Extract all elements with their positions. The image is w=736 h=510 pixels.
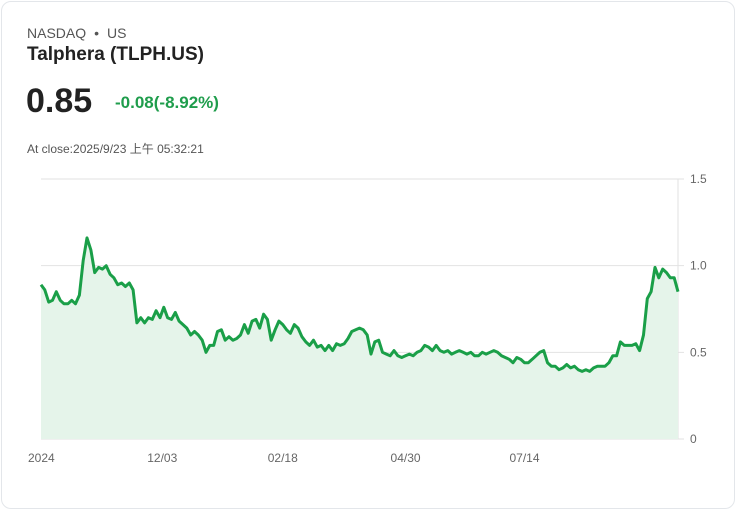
separator: •	[94, 25, 100, 41]
stock-title: Talphera (TLPH.US)	[27, 44, 204, 65]
x-tick-label: 04/30	[391, 451, 421, 465]
x-tick-label: 07/14	[509, 451, 539, 465]
price: 0.85	[26, 82, 93, 120]
exchange-line: NASDAQ • US	[27, 25, 126, 41]
exchange: NASDAQ	[27, 25, 87, 41]
area-fill	[41, 237, 678, 439]
x-tick-label: 2024	[28, 451, 55, 465]
x-tick-label: 12/03	[147, 451, 177, 465]
y-tick-label: 1.0	[690, 259, 707, 273]
close-time: At close:2025/9/23 上午 05:32:21	[27, 142, 204, 156]
price-change: -0.08(-8.92%)	[115, 93, 219, 112]
market: US	[107, 25, 127, 41]
y-tick-label: 0.5	[690, 345, 707, 359]
y-tick-label: 1.5	[690, 172, 707, 186]
x-tick-label: 02/18	[268, 451, 298, 465]
y-tick-label: 0	[690, 432, 697, 446]
price-line	[39, 236, 680, 373]
